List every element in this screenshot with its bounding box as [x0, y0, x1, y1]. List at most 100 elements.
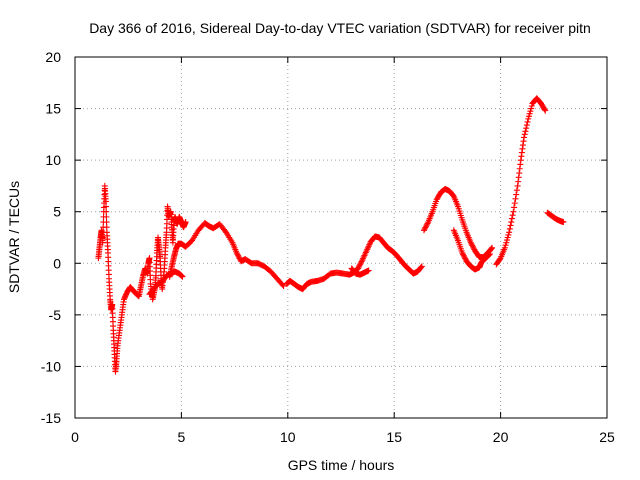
- data-point-marker: [423, 223, 430, 230]
- data-point-marker: [461, 254, 468, 261]
- data-point-marker: [541, 106, 548, 113]
- data-point-marker: [512, 195, 519, 202]
- data-point-marker: [525, 113, 532, 120]
- data-point-marker: [502, 242, 509, 249]
- data-point-marker: [460, 252, 467, 259]
- data-point-marker: [365, 267, 372, 274]
- data-point-marker: [179, 273, 186, 280]
- grid-lines: [75, 57, 607, 418]
- data-point-marker: [469, 242, 476, 249]
- data-point-marker: [233, 249, 240, 256]
- data-point-marker: [526, 110, 533, 117]
- data-point-marker: [421, 225, 428, 232]
- data-point-marker: [506, 229, 513, 236]
- data-point-marker: [511, 200, 518, 207]
- data-point-marker: [102, 198, 109, 205]
- y-tick-label: -15: [41, 410, 61, 426]
- data-point-marker: [521, 134, 528, 141]
- data-point-marker: [509, 212, 516, 219]
- data-point-marker: [496, 256, 503, 263]
- x-tick-label: 10: [280, 429, 296, 445]
- data-point-marker: [280, 282, 287, 289]
- data-point-marker: [420, 227, 427, 234]
- x-tick-label: 0: [71, 429, 79, 445]
- data-point-marker: [485, 252, 492, 259]
- series-midday-dip: [348, 265, 372, 278]
- data-point-marker: [450, 192, 457, 199]
- series-tail: [544, 209, 567, 226]
- x-tick-label: 20: [493, 429, 509, 445]
- data-point-marker: [506, 225, 513, 232]
- data-point-marker: [103, 203, 110, 210]
- data-point-marker: [103, 213, 110, 220]
- x-tick-label: 15: [386, 429, 402, 445]
- series-midday: [283, 233, 425, 293]
- data-point-marker: [279, 281, 286, 288]
- y-tick-label: 10: [45, 152, 61, 168]
- data-point-marker: [222, 227, 229, 234]
- data-point-marker: [508, 215, 515, 222]
- y-tick-label: 20: [45, 49, 61, 65]
- data-point-marker: [489, 244, 496, 251]
- x-axis-label: GPS time / hours: [288, 457, 395, 473]
- data-point-marker: [234, 251, 241, 258]
- data-point-marker: [528, 105, 535, 112]
- data-point-marker: [356, 262, 363, 269]
- data-point-marker: [523, 125, 530, 132]
- series-early-spike: [95, 182, 189, 375]
- data-point-marker: [423, 221, 430, 228]
- data-point-marker: [467, 239, 474, 246]
- data-point-marker: [235, 252, 242, 259]
- data-point-marker: [418, 264, 425, 271]
- series-late-climb: [493, 95, 549, 268]
- data-point-marker: [357, 259, 364, 266]
- data-point-marker: [527, 108, 534, 115]
- x-tick-label: 5: [178, 429, 186, 445]
- y-tick-label: -5: [49, 307, 62, 323]
- data-points: [95, 95, 567, 375]
- y-tick-label: 5: [53, 204, 61, 220]
- data-point-marker: [511, 204, 518, 211]
- data-point-marker: [525, 115, 532, 122]
- data-point-marker: [469, 243, 476, 250]
- data-point-marker: [355, 265, 362, 272]
- data-point-marker: [513, 187, 520, 194]
- data-point-marker: [488, 245, 495, 252]
- axis-ticks: [74, 56, 608, 419]
- y-tick-label: 0: [53, 255, 61, 271]
- series-evening-lower: [450, 227, 493, 273]
- data-point-marker: [358, 258, 365, 265]
- data-point-marker: [501, 244, 508, 251]
- data-point-marker: [355, 264, 362, 271]
- data-point-marker: [522, 128, 529, 135]
- data-point-marker: [103, 208, 110, 215]
- data-point-marker: [462, 255, 469, 262]
- data-point-marker: [99, 234, 106, 241]
- y-tick-label: -10: [41, 358, 61, 374]
- data-point-marker: [505, 231, 512, 238]
- data-point-marker: [235, 254, 242, 261]
- x-tick-label: 25: [599, 429, 615, 445]
- y-tick-label: 15: [45, 101, 61, 117]
- data-point-marker: [459, 249, 466, 256]
- data-point-marker: [542, 107, 549, 114]
- data-point-marker: [560, 219, 567, 226]
- tick-labels: 0 5 10 15 20 25 -15 -10 -5 0 5 10 15 20: [41, 49, 615, 445]
- plot-frame: [74, 56, 608, 419]
- data-point-marker: [486, 251, 493, 258]
- series-low-band: [146, 268, 186, 298]
- data-point-marker: [182, 219, 189, 226]
- data-point-marker: [357, 261, 364, 268]
- chart-title: Day 366 of 2016, Sidereal Day-to-day VTE…: [89, 20, 591, 36]
- data-point-marker: [503, 237, 510, 244]
- data-point-marker: [513, 191, 520, 198]
- data-point-marker: [460, 251, 467, 258]
- data-point-marker: [510, 208, 517, 215]
- data-point-marker: [135, 292, 142, 299]
- data-point-marker: [470, 245, 477, 252]
- data-point-marker: [521, 131, 528, 138]
- data-point-marker: [486, 251, 493, 258]
- data-point-marker: [528, 102, 535, 109]
- data-point-marker: [103, 224, 110, 231]
